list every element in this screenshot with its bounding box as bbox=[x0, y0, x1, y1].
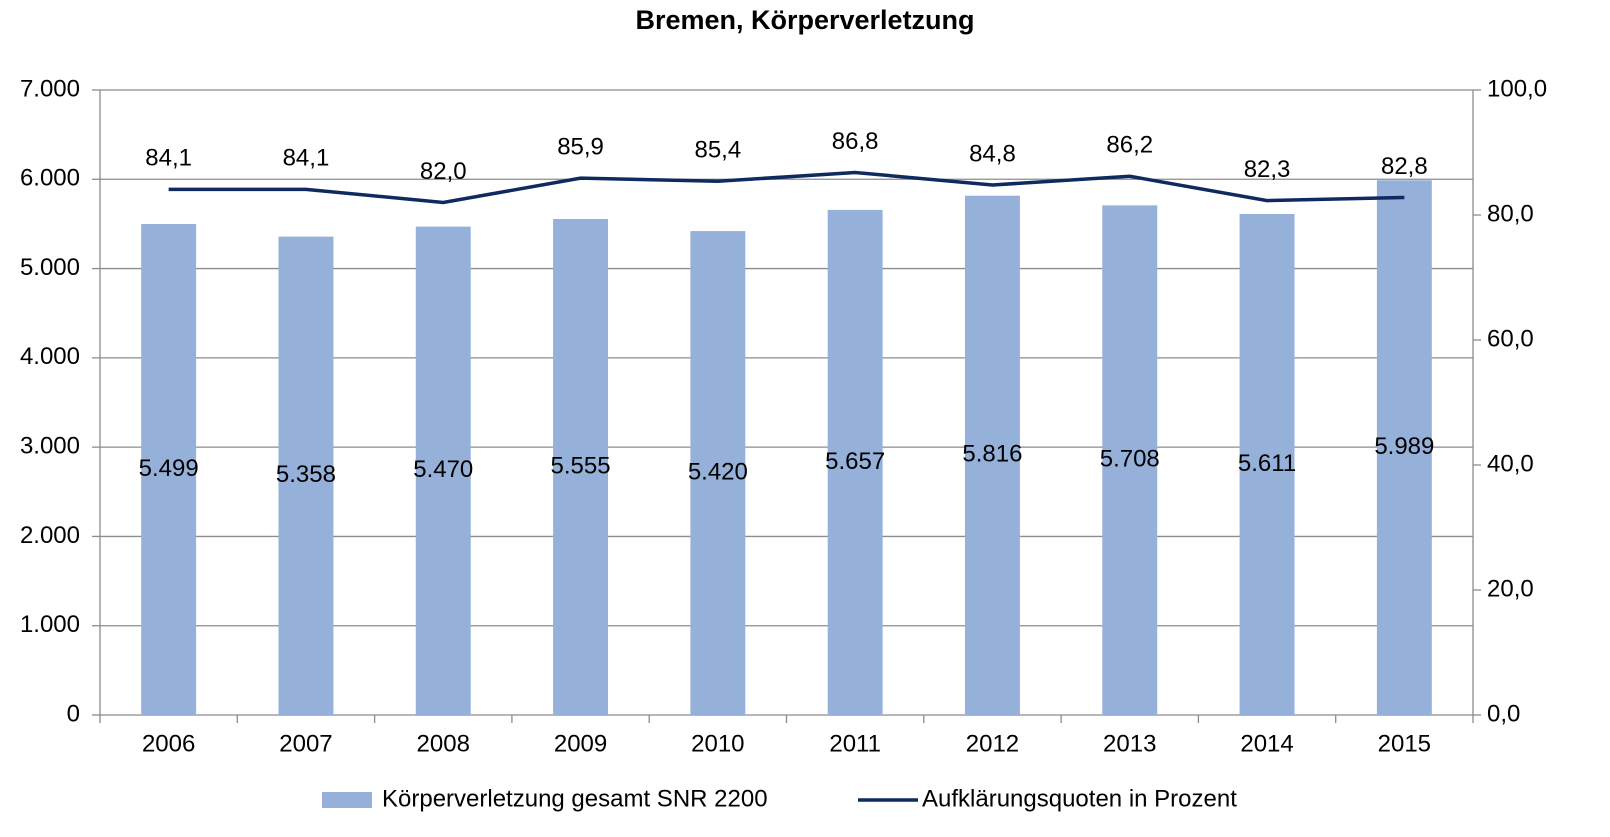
y-tick-label: 0 bbox=[67, 700, 80, 727]
bar-value-label: 5.708 bbox=[1100, 446, 1160, 473]
line-value-label: 82,3 bbox=[1244, 156, 1291, 183]
bar-value-label: 5.657 bbox=[825, 448, 885, 475]
y-tick-label: 1.000 bbox=[20, 611, 80, 638]
bar-value-label: 5.358 bbox=[276, 461, 336, 488]
bar bbox=[827, 209, 883, 716]
y2-tick-label: 100,0 bbox=[1487, 75, 1547, 102]
x-tick-label: 2007 bbox=[279, 730, 332, 757]
bar-value-label: 5.555 bbox=[551, 452, 611, 479]
line-value-label: 85,4 bbox=[694, 137, 741, 164]
y2-tick-label: 80,0 bbox=[1487, 200, 1534, 227]
y2-tick-label: 0,0 bbox=[1487, 700, 1520, 727]
bar-value-label: 5.470 bbox=[413, 456, 473, 483]
y2-tick-label: 40,0 bbox=[1487, 450, 1534, 477]
bar bbox=[690, 231, 746, 716]
x-tick-label: 2012 bbox=[966, 730, 1019, 757]
bar-value-label: 5.611 bbox=[1238, 450, 1296, 477]
y2-tick-label: 20,0 bbox=[1487, 575, 1534, 602]
bar-value-label: 5.816 bbox=[962, 441, 1022, 468]
line-value-label: 86,2 bbox=[1106, 132, 1153, 159]
x-tick-label: 2015 bbox=[1378, 730, 1431, 757]
bar bbox=[553, 219, 609, 715]
bar bbox=[1102, 205, 1158, 715]
y-tick-label: 5.000 bbox=[20, 254, 80, 281]
bar bbox=[964, 195, 1020, 715]
x-tick-label: 2014 bbox=[1240, 730, 1293, 757]
x-tick-label: 2009 bbox=[554, 730, 607, 757]
line-value-label: 84,1 bbox=[283, 145, 330, 172]
bar-value-label: 5.989 bbox=[1374, 433, 1434, 460]
line-value-label: 86,8 bbox=[832, 128, 879, 155]
bar bbox=[1239, 214, 1295, 715]
x-tick-label: 2011 bbox=[829, 730, 881, 757]
y2-tick-label: 60,0 bbox=[1487, 325, 1534, 352]
y-tick-label: 4.000 bbox=[20, 343, 80, 370]
bar bbox=[141, 224, 197, 715]
y-tick-label: 6.000 bbox=[20, 165, 80, 192]
bar-value-label: 5.499 bbox=[139, 455, 199, 482]
x-tick-label: 2006 bbox=[142, 730, 195, 757]
y-tick-label: 7.000 bbox=[20, 75, 80, 102]
line-value-label: 82,8 bbox=[1381, 153, 1428, 180]
line bbox=[168, 170, 1405, 205]
bar-value-label: 5.420 bbox=[688, 458, 748, 485]
y-tick-label: 2.000 bbox=[20, 522, 80, 549]
x-tick-label: 2013 bbox=[1103, 730, 1156, 757]
bar bbox=[1376, 180, 1432, 716]
bar bbox=[278, 236, 334, 715]
line-value-label: 84,1 bbox=[145, 145, 192, 172]
y-tick-label: 3.000 bbox=[20, 432, 80, 459]
line-value-label: 82,0 bbox=[420, 158, 467, 185]
line-value-label: 84,8 bbox=[969, 140, 1016, 167]
x-tick-label: 2008 bbox=[417, 730, 470, 757]
line-value-label: 85,9 bbox=[557, 133, 604, 160]
legend-label: Körperverletzung gesamt SNR 2200 bbox=[382, 785, 768, 812]
x-tick-label: 2010 bbox=[691, 730, 744, 757]
legend-swatch bbox=[322, 792, 372, 808]
chart-title: Bremen, Körperverletzung bbox=[635, 5, 974, 35]
legend-label: Aufklärungsquoten in Prozent bbox=[922, 785, 1237, 812]
bar bbox=[415, 226, 471, 715]
